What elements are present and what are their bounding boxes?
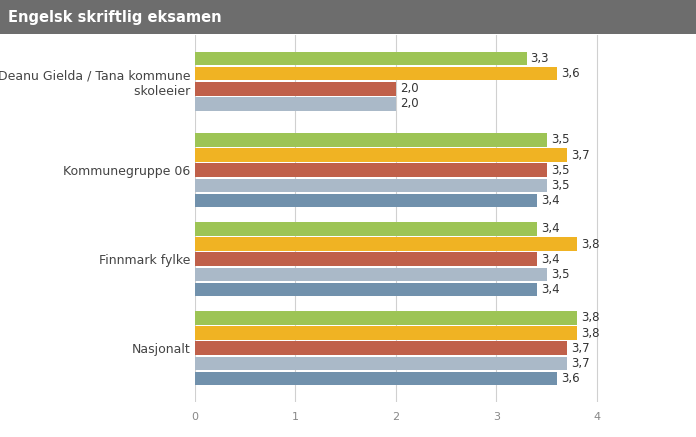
Bar [195, 222, 537, 236]
Bar [195, 311, 577, 325]
Bar [195, 82, 396, 96]
Bar [195, 52, 527, 65]
Bar [195, 133, 547, 147]
Bar [195, 194, 537, 208]
Text: 3,7: 3,7 [571, 342, 590, 355]
Text: 3,4: 3,4 [541, 194, 560, 207]
Bar [195, 326, 577, 340]
Text: 3,4: 3,4 [541, 283, 560, 296]
Bar [195, 148, 567, 162]
Text: 3,7: 3,7 [571, 149, 590, 162]
Bar [195, 283, 537, 296]
Text: 3,3: 3,3 [530, 52, 549, 65]
Text: 2,0: 2,0 [400, 82, 418, 95]
Text: 3,8: 3,8 [581, 238, 599, 250]
Text: 3,8: 3,8 [581, 311, 599, 324]
Bar [195, 253, 537, 266]
Text: 3,5: 3,5 [551, 133, 569, 146]
Text: 3,5: 3,5 [551, 164, 569, 177]
Bar [195, 357, 567, 370]
Bar [195, 163, 547, 177]
Text: Engelsk skriftlig eksamen: Engelsk skriftlig eksamen [8, 10, 222, 24]
Text: 3,6: 3,6 [561, 67, 580, 80]
Bar [195, 237, 577, 251]
Bar [195, 97, 396, 111]
Text: 2,0: 2,0 [400, 97, 418, 111]
Bar [195, 372, 557, 385]
Text: 3,4: 3,4 [541, 253, 560, 266]
Bar [195, 267, 547, 281]
Bar [195, 179, 547, 192]
Text: 3,7: 3,7 [571, 357, 590, 370]
Text: 3,4: 3,4 [541, 222, 560, 236]
Text: 3,5: 3,5 [551, 268, 569, 281]
Text: 3,6: 3,6 [561, 372, 580, 385]
Text: 3,8: 3,8 [581, 326, 599, 340]
Bar [195, 67, 557, 80]
Text: 3,5: 3,5 [551, 179, 569, 192]
Bar [195, 341, 567, 355]
